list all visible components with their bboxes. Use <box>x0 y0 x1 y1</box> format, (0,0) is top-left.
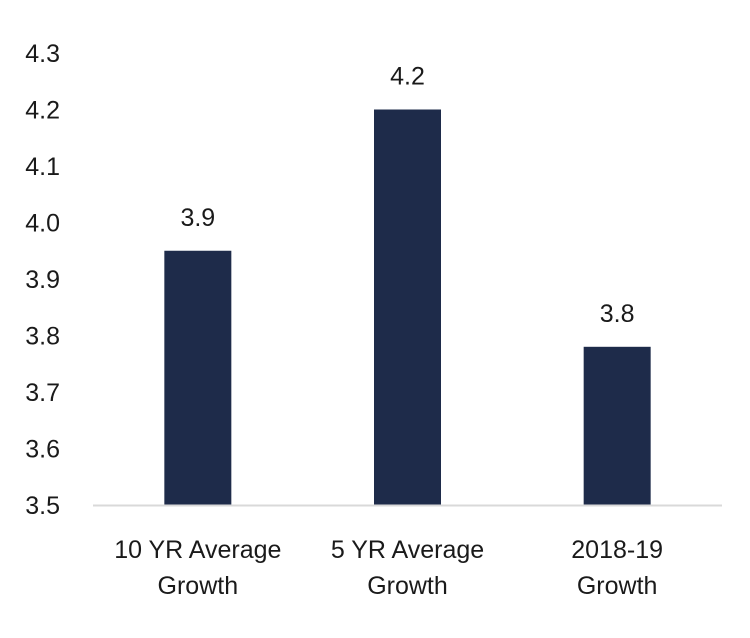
x-tick-label: 10 YR Average Growth <box>114 536 281 600</box>
data-label: 4.2 <box>390 63 425 91</box>
bar <box>164 250 232 505</box>
bar-series <box>164 109 651 505</box>
y-tick-label: 4.3 <box>25 40 60 68</box>
y-tick-label: 3.5 <box>25 492 60 520</box>
data-label: 3.8 <box>600 300 635 328</box>
bar <box>583 346 651 505</box>
y-tick-label: 4.1 <box>25 153 60 181</box>
x-tick-label: 5 YR Average Growth <box>331 536 484 600</box>
data-label: 3.9 <box>180 204 215 232</box>
y-axis: 3.5 3.6 3.7 3.8 3.9 4.0 4.1 4.2 4.3 <box>25 40 60 520</box>
y-tick-label: 4.2 <box>25 97 60 125</box>
data-labels: 3.9 4.2 3.8 <box>180 63 634 328</box>
x-axis: 10 YR Average Growth 5 YR Average Growth 201… <box>114 536 663 600</box>
y-tick-label: 3.8 <box>25 323 60 351</box>
y-tick-label: 3.9 <box>25 266 60 294</box>
y-tick-label: 3.6 <box>25 436 60 464</box>
x-tick-label: 2018-19 Growth <box>571 536 663 600</box>
y-tick-label: 3.7 <box>25 379 60 407</box>
y-tick-label: 4.0 <box>25 210 60 238</box>
bar <box>374 109 441 505</box>
